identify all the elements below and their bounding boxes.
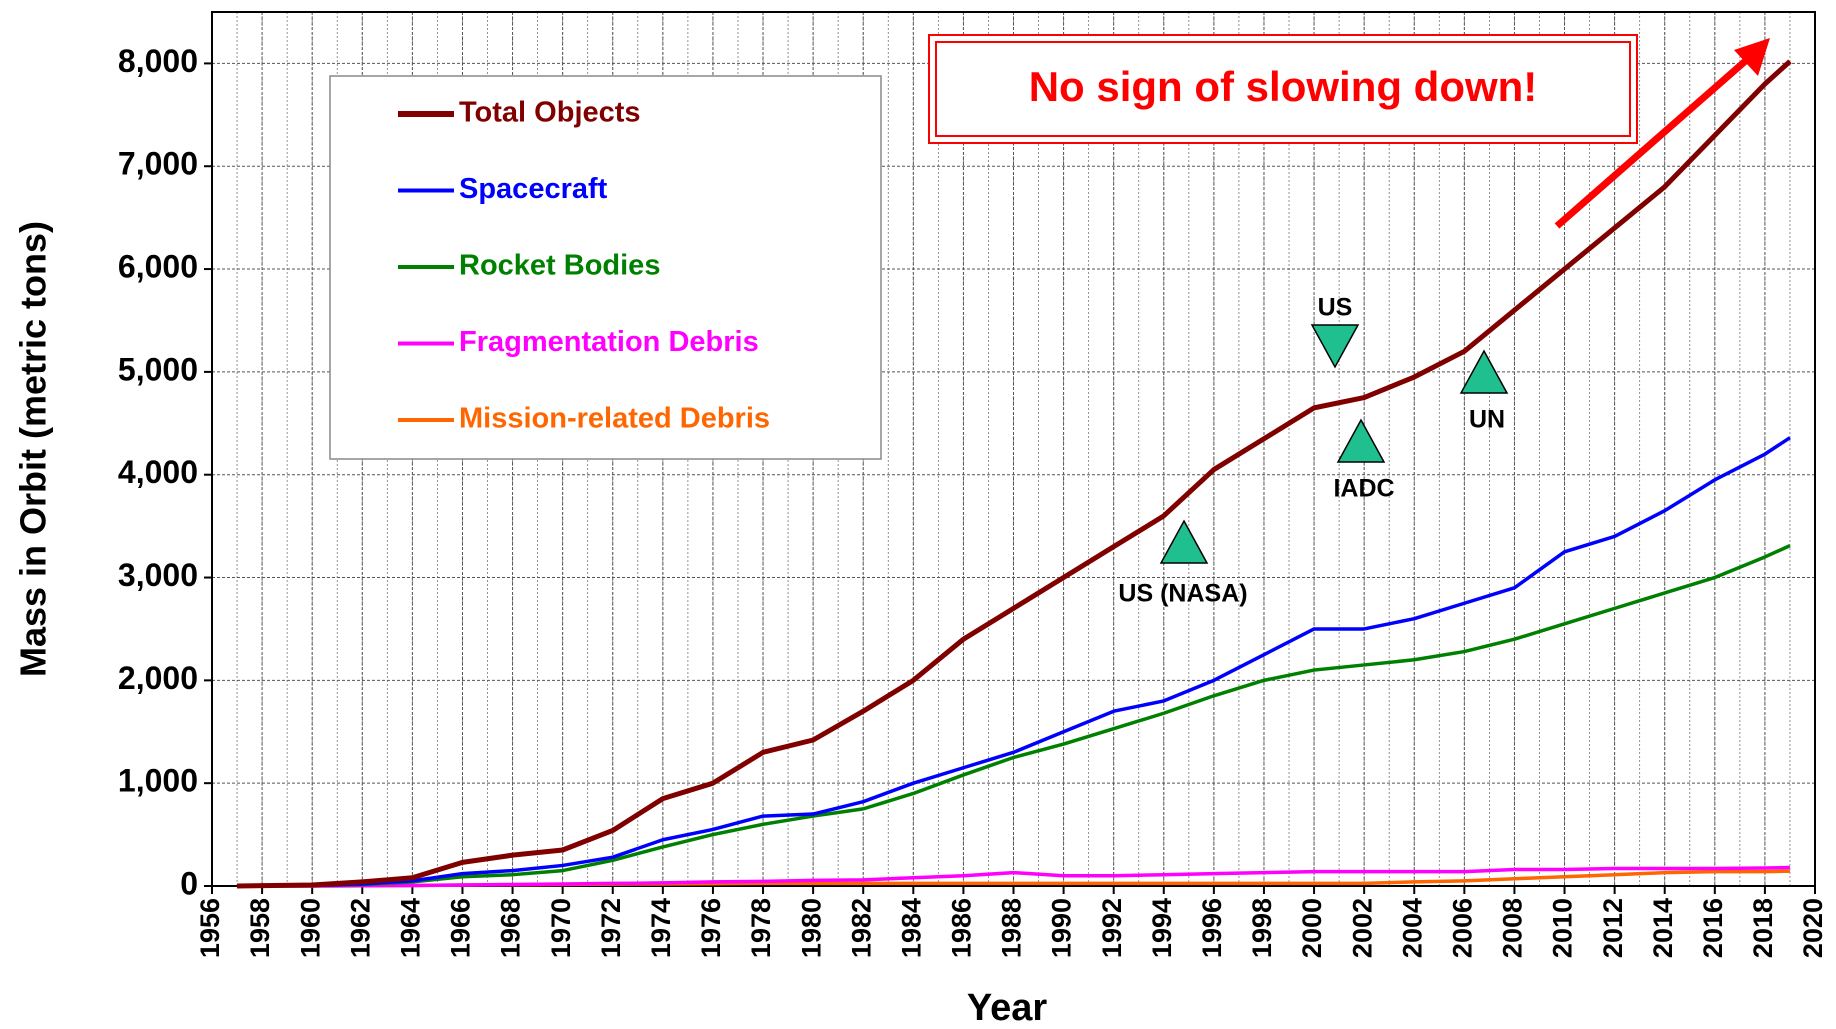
trend-arrow [1554, 54, 1753, 229]
x-tick-label: 1962 [345, 898, 375, 958]
y-tick-label: 7,000 [118, 146, 198, 182]
series-line [237, 865, 1790, 888]
x-tick-label: 1998 [1247, 898, 1277, 958]
legend-label: Rocket Bodies [459, 250, 660, 282]
x-tick-label: 1976 [696, 898, 726, 958]
annotation: No sign of slowing down! [1029, 63, 1538, 110]
x-tick-label: 1956 [195, 898, 225, 958]
legend-label: Total Objects [459, 97, 641, 129]
x-tick-label: 1966 [446, 898, 476, 958]
x-tick-label: 1982 [846, 898, 876, 958]
y-tick-label: 6,000 [118, 249, 198, 285]
x-tick-label: 1972 [596, 898, 626, 958]
marker-triangle [1310, 324, 1360, 369]
y-axis-label: Mass in Orbit (metric tons) [13, 221, 54, 677]
y-tick-label: 1,000 [118, 763, 198, 799]
x-tick-label: 1960 [295, 898, 325, 958]
marker-triangle [1159, 519, 1209, 564]
y-tick-label: 5,000 [118, 351, 198, 387]
x-tick-label: 2016 [1698, 898, 1728, 958]
x-tick-label: 2006 [1447, 898, 1477, 958]
legend-label: Fragmentation Debris [459, 326, 759, 358]
marker-label: IADC [1333, 475, 1394, 503]
x-tick-label: 2020 [1798, 898, 1828, 958]
trend-arrowhead [1734, 38, 1770, 76]
series-line [237, 544, 1791, 888]
legend-label: Spacecraft [459, 173, 608, 205]
x-tick-label: 1958 [245, 898, 275, 958]
x-tick-label: 2008 [1498, 898, 1528, 958]
x-tick-label: 1988 [997, 898, 1027, 958]
series-line [237, 59, 1792, 889]
x-tick-label: 1964 [396, 898, 426, 958]
y-tick-label: 3,000 [118, 557, 198, 593]
x-tick-label: 1990 [1047, 898, 1077, 958]
marker-label: US [1318, 294, 1353, 322]
x-tick-label: 1992 [1097, 898, 1127, 958]
x-tick-label: 1984 [896, 898, 926, 958]
x-tick-label: 2018 [1748, 898, 1778, 958]
series-line [237, 436, 1791, 888]
x-tick-label: 2004 [1397, 898, 1427, 958]
x-axis-label: Year [967, 987, 1048, 1029]
marker-triangle [1459, 349, 1509, 394]
y-tick-label: 8,000 [118, 43, 198, 79]
x-tick-label: 1994 [1147, 898, 1177, 958]
x-tick-label: 1978 [746, 898, 776, 958]
x-tick-label: 1970 [546, 898, 576, 958]
y-tick-label: 4,000 [118, 454, 198, 490]
x-tick-label: 2010 [1548, 898, 1578, 958]
x-tick-label: 2014 [1648, 898, 1678, 958]
marker-triangle [1336, 418, 1386, 463]
marker-label: US (NASA) [1118, 580, 1247, 608]
x-tick-label: 1974 [646, 898, 676, 958]
y-tick-label: 0 [180, 865, 198, 901]
plot-frame [211, 11, 1816, 887]
x-tick-label: 2002 [1347, 898, 1377, 958]
marker-label: UN [1469, 406, 1505, 434]
legend-label: Mission-related Debris [459, 403, 770, 435]
annotation-box [928, 34, 1638, 144]
annotation-box-inner [935, 41, 1631, 137]
x-tick-label: 1980 [796, 898, 826, 958]
x-tick-label: 1996 [1197, 898, 1227, 958]
x-tick-label: 2012 [1598, 898, 1628, 958]
x-tick-label: 2000 [1297, 898, 1327, 958]
y-tick-label: 2,000 [118, 660, 198, 696]
x-tick-label: 1968 [496, 898, 526, 958]
x-tick-label: 1986 [947, 898, 977, 958]
